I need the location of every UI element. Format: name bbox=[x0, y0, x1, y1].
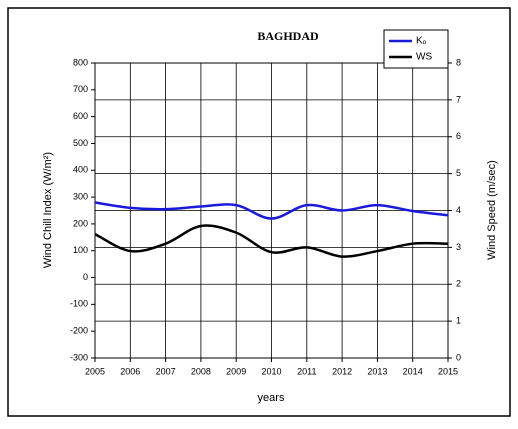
y-tick-label: -200 bbox=[70, 326, 88, 336]
x-tick-label: 2010 bbox=[261, 366, 281, 376]
x-tick-label: 2013 bbox=[367, 366, 387, 376]
x-tick-label: 2009 bbox=[226, 366, 246, 376]
y2-tick-label: 3 bbox=[456, 242, 461, 252]
line-series bbox=[94, 224, 449, 258]
y-tick-label: -300 bbox=[70, 352, 88, 362]
legend-label: Kₒ bbox=[416, 36, 427, 47]
y2-tick-label: 8 bbox=[456, 57, 461, 67]
legend-label: WS bbox=[416, 52, 432, 63]
x-tick-label: 2005 bbox=[85, 366, 105, 376]
y-tick-label: 400 bbox=[73, 165, 88, 175]
y2-tick-label: 7 bbox=[456, 94, 461, 104]
y-tick-label: 600 bbox=[73, 111, 88, 121]
y-tick-label: -100 bbox=[70, 299, 88, 309]
y-tick-label: 700 bbox=[73, 84, 88, 94]
x-axis-label: years bbox=[258, 392, 285, 404]
y-tick-label: 800 bbox=[73, 57, 88, 67]
frame bbox=[7, 7, 511, 417]
x-tick-label: 2011 bbox=[297, 366, 316, 376]
legend-box bbox=[383, 29, 449, 69]
x-tick-label: 2015 bbox=[438, 366, 458, 376]
x-tick-label: 2012 bbox=[332, 366, 352, 376]
y2-tick-label: 6 bbox=[456, 131, 461, 141]
y2-tick-label: 0 bbox=[456, 352, 461, 362]
y2-tick-label: 1 bbox=[456, 316, 461, 326]
y-tick-label: 200 bbox=[73, 218, 88, 228]
y-tick-label: 100 bbox=[73, 245, 88, 255]
y-tick-label: 500 bbox=[73, 138, 88, 148]
y2-tick-label: 2 bbox=[456, 279, 461, 289]
x-tick-label: 2007 bbox=[156, 366, 176, 376]
x-tick-label: 2014 bbox=[403, 366, 423, 376]
y-tick-label: 300 bbox=[73, 191, 88, 201]
y2-axis-label: Wind Speed (m/sec) bbox=[486, 160, 498, 260]
y2-tick-label: 5 bbox=[456, 168, 461, 178]
y-tick-label: 0 bbox=[83, 272, 88, 282]
x-tick-label: 2008 bbox=[191, 366, 211, 376]
y-axis-label: Wind Chill Index (W/m²) bbox=[42, 152, 54, 268]
y2-tick-label: 4 bbox=[456, 205, 461, 215]
x-tick-label: 2006 bbox=[120, 366, 140, 376]
chart-title: BAGHDAD bbox=[257, 29, 319, 43]
line-series bbox=[94, 201, 449, 220]
